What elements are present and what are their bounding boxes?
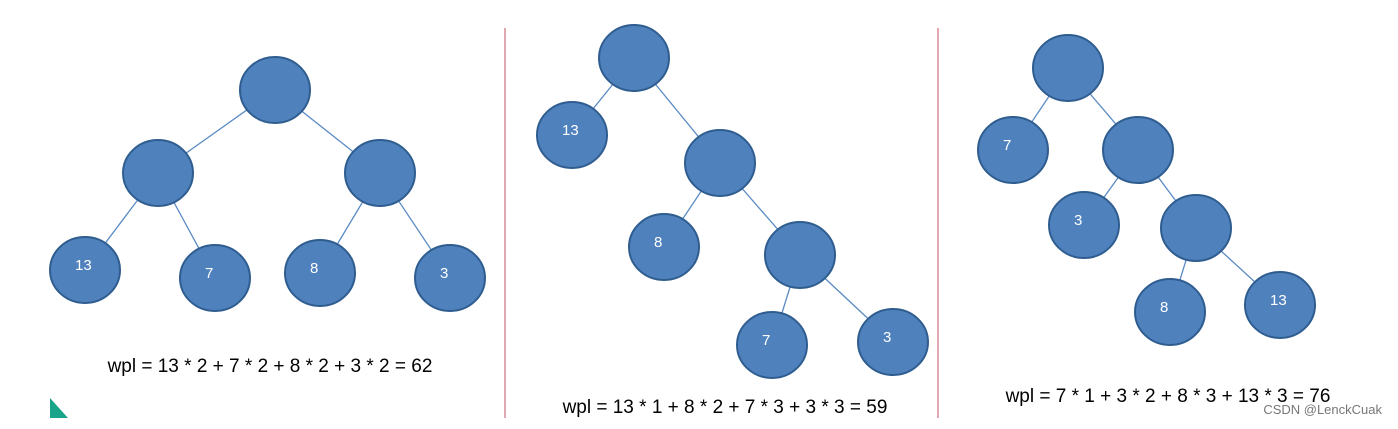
tree-node	[598, 24, 670, 92]
tree-node	[49, 236, 121, 304]
node-label: 7	[205, 265, 213, 282]
tree-node	[857, 308, 929, 376]
tree-node	[1160, 194, 1232, 262]
tree-node	[1134, 278, 1206, 346]
node-label: 3	[1074, 212, 1082, 229]
node-label: 8	[654, 234, 662, 251]
node-label: 8	[1160, 299, 1168, 316]
tree-node	[1102, 116, 1174, 184]
node-label: 3	[883, 329, 891, 346]
formula: wpl = 13 * 2 + 7 * 2 + 8 * 2 + 3 * 2 = 6…	[107, 356, 433, 377]
node-label: 13	[562, 122, 579, 139]
tree-node	[414, 244, 486, 312]
tree-node	[1032, 34, 1104, 102]
tree-node	[179, 244, 251, 312]
node-label: 8	[310, 260, 318, 277]
tree-node	[684, 129, 756, 197]
tree-node	[122, 139, 194, 207]
tree-node	[1048, 191, 1120, 259]
watermark: CSDN @LenckCuak	[1263, 402, 1382, 417]
node-label: 7	[762, 332, 770, 349]
node-label: 13	[1270, 292, 1287, 309]
node-label: 7	[1003, 137, 1011, 154]
tree-node	[344, 139, 416, 207]
tree-node	[736, 311, 808, 379]
formula: wpl = 7 * 1 + 3 * 2 + 8 * 3 + 13 * 3 = 7…	[1005, 386, 1331, 407]
node-label: 13	[75, 257, 92, 274]
tree-node	[764, 221, 836, 289]
tree-node	[628, 213, 700, 281]
formula: wpl = 13 * 1 + 8 * 2 + 7 * 3 + 3 * 3 = 5…	[562, 397, 888, 418]
tree-node	[536, 101, 608, 169]
tree-node	[239, 56, 311, 124]
tree-node	[977, 116, 1049, 184]
corner-decoration	[50, 398, 68, 418]
node-label: 3	[440, 265, 448, 282]
tree-node	[1244, 271, 1316, 339]
tree-node	[284, 239, 356, 307]
